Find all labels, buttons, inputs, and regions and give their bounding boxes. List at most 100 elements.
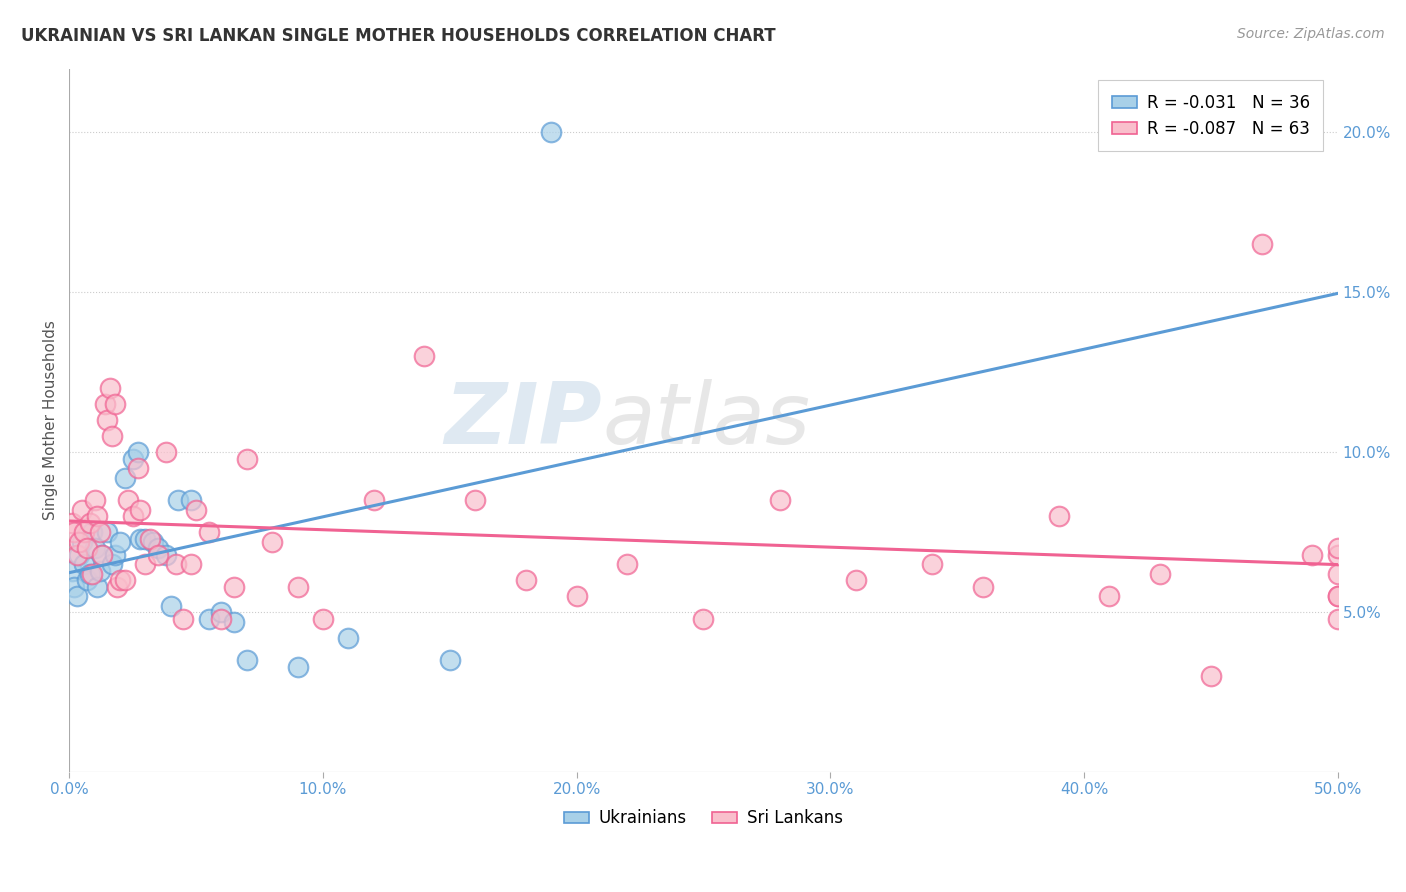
Point — [180, 493, 202, 508]
Point — [1326, 589, 1348, 603]
Point — [211, 605, 233, 619]
Point — [117, 493, 139, 508]
Point — [1326, 589, 1348, 603]
Point — [63, 580, 86, 594]
Point — [79, 566, 101, 581]
Point — [1326, 566, 1348, 581]
Point — [91, 548, 114, 562]
Point — [197, 525, 219, 540]
Point — [224, 580, 246, 594]
Point — [63, 525, 86, 540]
Point — [146, 548, 169, 562]
Point — [236, 653, 259, 667]
Point — [66, 589, 89, 603]
Point — [73, 557, 96, 571]
Point — [845, 573, 868, 587]
Point — [94, 397, 117, 411]
Point — [91, 548, 114, 562]
Point — [1326, 541, 1348, 556]
Point — [287, 580, 309, 594]
Point — [224, 615, 246, 629]
Point — [565, 589, 588, 603]
Point — [921, 557, 943, 571]
Point — [67, 548, 90, 562]
Point — [60, 564, 83, 578]
Point — [312, 611, 335, 625]
Point — [197, 611, 219, 625]
Text: Source: ZipAtlas.com: Source: ZipAtlas.com — [1237, 27, 1385, 41]
Point — [80, 525, 103, 540]
Point — [692, 611, 714, 625]
Point — [96, 413, 118, 427]
Point — [101, 429, 124, 443]
Point — [1047, 509, 1070, 524]
Point — [159, 599, 181, 613]
Point — [86, 580, 108, 594]
Point — [79, 516, 101, 530]
Point — [540, 126, 562, 140]
Point — [114, 573, 136, 587]
Point — [104, 548, 127, 562]
Point — [139, 532, 162, 546]
Point — [1098, 589, 1121, 603]
Point — [146, 541, 169, 556]
Point — [66, 548, 89, 562]
Point — [121, 509, 143, 524]
Point — [108, 534, 131, 549]
Point — [89, 564, 111, 578]
Point — [1301, 548, 1323, 562]
Point — [104, 397, 127, 411]
Point — [287, 659, 309, 673]
Point — [515, 573, 537, 587]
Point — [134, 557, 156, 571]
Point — [155, 548, 177, 562]
Point — [96, 525, 118, 540]
Text: ZIP: ZIP — [444, 379, 602, 462]
Point — [73, 525, 96, 540]
Point — [76, 573, 98, 587]
Point — [129, 503, 152, 517]
Point — [70, 503, 93, 517]
Point — [127, 461, 149, 475]
Point — [1199, 669, 1222, 683]
Point — [1149, 566, 1171, 581]
Point — [768, 493, 790, 508]
Point — [1326, 611, 1348, 625]
Point — [142, 534, 165, 549]
Point — [80, 566, 103, 581]
Point — [165, 557, 187, 571]
Point — [172, 611, 194, 625]
Point — [107, 580, 129, 594]
Point — [86, 509, 108, 524]
Point — [60, 516, 83, 530]
Point — [83, 541, 105, 556]
Point — [184, 503, 207, 517]
Point — [616, 557, 638, 571]
Point — [129, 532, 152, 546]
Point — [127, 445, 149, 459]
Text: UKRAINIAN VS SRI LANKAN SINGLE MOTHER HOUSEHOLDS CORRELATION CHART: UKRAINIAN VS SRI LANKAN SINGLE MOTHER HO… — [21, 27, 776, 45]
Legend: Ukrainians, Sri Lankans: Ukrainians, Sri Lankans — [557, 803, 849, 834]
Point — [972, 580, 994, 594]
Point — [337, 631, 360, 645]
Point — [83, 493, 105, 508]
Point — [167, 493, 190, 508]
Point — [363, 493, 385, 508]
Point — [67, 534, 90, 549]
Point — [70, 534, 93, 549]
Text: atlas: atlas — [602, 379, 810, 462]
Point — [114, 471, 136, 485]
Point — [89, 525, 111, 540]
Point — [98, 381, 121, 395]
Point — [1250, 237, 1272, 252]
Point — [211, 611, 233, 625]
Point — [101, 557, 124, 571]
Point — [134, 532, 156, 546]
Point — [439, 653, 461, 667]
Point — [180, 557, 202, 571]
Point — [1326, 548, 1348, 562]
Y-axis label: Single Mother Households: Single Mother Households — [44, 320, 58, 520]
Point — [76, 541, 98, 556]
Point — [464, 493, 486, 508]
Point — [262, 534, 284, 549]
